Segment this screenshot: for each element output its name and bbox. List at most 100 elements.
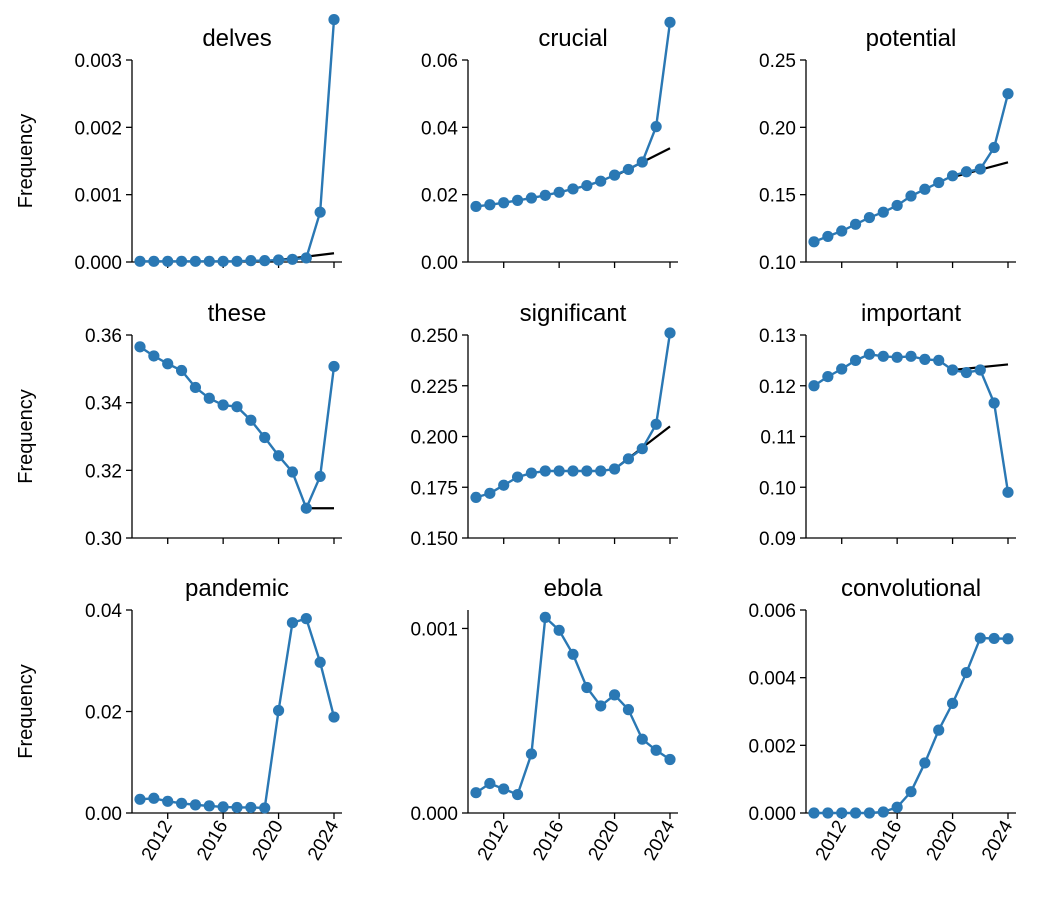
chart-title: significant <box>520 300 627 327</box>
chart-title: ebola <box>544 575 603 602</box>
x-tick-label: 2020 <box>923 817 962 864</box>
y-tick-label: 0.04 <box>85 601 122 622</box>
data-point <box>863 807 876 819</box>
data-point <box>1002 633 1014 645</box>
y-tick-label: 0.10 <box>759 478 796 499</box>
data-point <box>511 471 524 483</box>
y-tick-label: 0.200 <box>410 428 458 449</box>
data-point <box>808 236 820 248</box>
data-point <box>259 802 271 814</box>
y-tick-label: 0.34 <box>85 394 122 415</box>
data-point <box>849 807 862 819</box>
x-tick-label: 2024 <box>640 817 680 864</box>
data-point <box>636 156 648 168</box>
data-point <box>822 230 834 243</box>
chart-title: potential <box>866 25 957 52</box>
data-point <box>808 380 820 392</box>
data-point <box>203 255 215 267</box>
data-point <box>877 206 889 218</box>
data-point <box>272 450 285 462</box>
data-point <box>314 470 326 483</box>
data-point <box>300 502 312 514</box>
y-tick-label: 0.150 <box>410 529 458 550</box>
data-point <box>286 466 299 478</box>
data-point <box>974 364 986 376</box>
data-point <box>608 689 621 701</box>
data-point <box>988 397 1000 409</box>
data-point <box>836 807 848 819</box>
y-axis-label: Frequency <box>15 664 37 759</box>
data-point <box>300 613 312 625</box>
data-point <box>217 255 229 267</box>
subplot-crucial: crucial 0.00 0.02 0.04 0.06 <box>421 16 678 274</box>
y-tick-label: 0.225 <box>410 377 458 398</box>
y-tick-label: 0.001 <box>74 186 122 207</box>
data-point <box>162 358 174 370</box>
data-point <box>231 801 243 814</box>
data-point <box>608 169 621 181</box>
data-point <box>849 218 862 230</box>
data-point <box>525 192 538 204</box>
chart-title: important <box>861 300 961 327</box>
series-line <box>475 616 671 796</box>
x-tick-label: 2016 <box>529 817 568 864</box>
data-point <box>148 255 160 267</box>
y-tick-label: 0.20 <box>759 118 796 139</box>
y-tick-label: 0.04 <box>421 118 458 139</box>
data-point <box>162 255 174 267</box>
subplot-ebola: ebola 0.000 0.001 2012 2016 2020 2024 <box>410 575 679 864</box>
data-point <box>622 704 635 716</box>
data-point <box>636 733 648 745</box>
data-point <box>650 121 662 133</box>
data-point <box>175 364 188 377</box>
data-point <box>259 431 271 444</box>
data-point <box>328 360 340 373</box>
data-point <box>498 479 510 491</box>
y-tick-label: 0.12 <box>759 377 796 398</box>
data-point <box>933 724 945 736</box>
y-tick-label: 0.006 <box>748 601 796 622</box>
data-point <box>1002 486 1014 498</box>
data-point <box>484 777 496 790</box>
data-point <box>539 465 551 477</box>
data-point <box>650 744 662 756</box>
data-point <box>905 786 917 798</box>
data-point <box>539 189 551 201</box>
data-point <box>595 465 607 477</box>
data-point <box>822 371 834 383</box>
data-point <box>148 792 160 804</box>
series-line <box>140 19 336 263</box>
subplot-important: important 0.09 0.10 0.11 0.12 0.13 <box>759 300 1016 550</box>
x-tick-label: 2024 <box>978 817 1018 864</box>
data-point <box>664 16 676 28</box>
y-tick-label: 0.15 <box>759 186 796 207</box>
data-point <box>622 453 635 465</box>
data-point <box>231 255 243 267</box>
data-point <box>849 354 862 366</box>
data-point <box>300 252 312 264</box>
data-point <box>1002 88 1014 100</box>
data-point <box>245 255 257 267</box>
data-point <box>581 179 593 192</box>
data-point <box>905 350 917 362</box>
data-point <box>567 648 579 660</box>
data-point <box>622 163 635 176</box>
data-point <box>595 175 607 187</box>
data-point <box>988 141 1000 154</box>
data-point <box>567 465 579 477</box>
data-point <box>148 350 160 362</box>
data-point <box>328 14 340 26</box>
data-point <box>581 681 593 694</box>
data-point <box>525 467 538 479</box>
y-tick-label: 0.30 <box>85 529 122 550</box>
data-point <box>960 166 973 178</box>
data-point <box>286 253 299 265</box>
data-point <box>960 666 973 679</box>
data-point <box>863 348 876 360</box>
data-point <box>836 225 848 237</box>
data-point <box>217 801 229 813</box>
data-point <box>286 617 299 629</box>
y-tick-label: 0.000 <box>748 804 796 825</box>
data-point <box>946 697 959 709</box>
y-tick-label: 0.000 <box>410 804 458 825</box>
